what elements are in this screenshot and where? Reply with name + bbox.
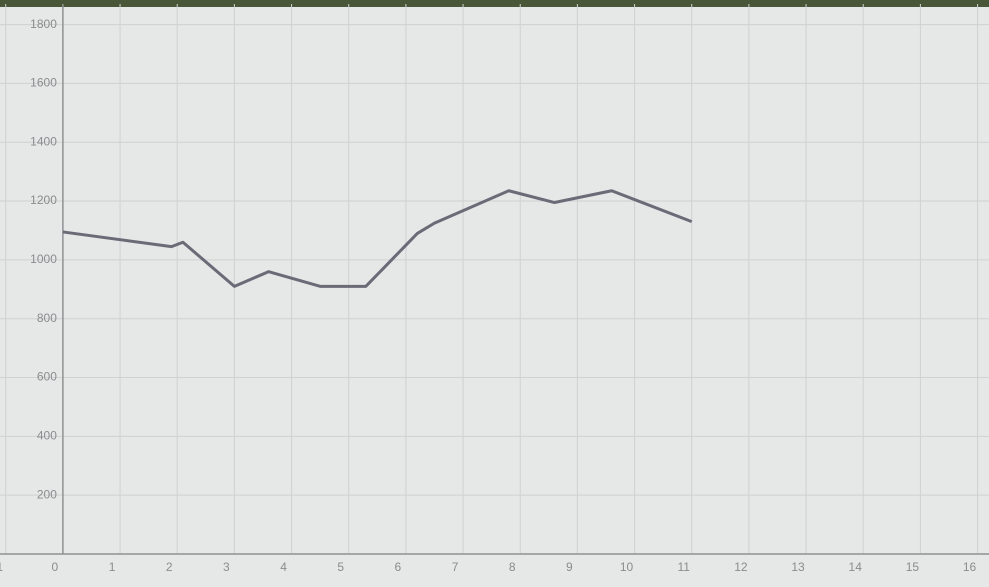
x-tick-label: 4 xyxy=(280,560,287,574)
x-tick-label: 16 xyxy=(963,560,977,574)
x-tick-label: 9 xyxy=(566,560,573,574)
y-tick-label: 800 xyxy=(37,311,57,325)
x-tick-label: 5 xyxy=(337,560,344,574)
y-tick-label: 200 xyxy=(37,487,57,501)
x-tick-label: 15 xyxy=(906,560,920,574)
x-tick-label: 0 xyxy=(52,560,59,574)
x-tick-label: 12 xyxy=(734,560,748,574)
y-tick-label: 400 xyxy=(37,429,57,443)
x-tick-label: 3 xyxy=(223,560,230,574)
y-tick-label: 1200 xyxy=(30,193,57,207)
data-line xyxy=(62,189,693,288)
x-tick-label: 8 xyxy=(509,560,516,574)
x-tick-label: 1 xyxy=(109,560,116,574)
y-tick-label: 1000 xyxy=(30,252,57,266)
photo-edge xyxy=(0,0,989,7)
x-tick-label: 7 xyxy=(452,560,459,574)
x-tick-label: 13 xyxy=(791,560,805,574)
y-tick-label: 600 xyxy=(37,370,57,384)
y-tick-label: 1800 xyxy=(30,17,57,31)
x-tick-label: 6 xyxy=(395,560,402,574)
x-tick-label: 10 xyxy=(620,560,634,574)
y-tick-label: 1400 xyxy=(30,134,57,148)
x-tick-label: -1 xyxy=(0,560,3,574)
x-tick-label: 14 xyxy=(849,560,863,574)
y-tick-label: 1600 xyxy=(30,76,57,90)
x-tick-label: 11 xyxy=(677,560,690,574)
x-tick-label: 2 xyxy=(166,560,173,574)
